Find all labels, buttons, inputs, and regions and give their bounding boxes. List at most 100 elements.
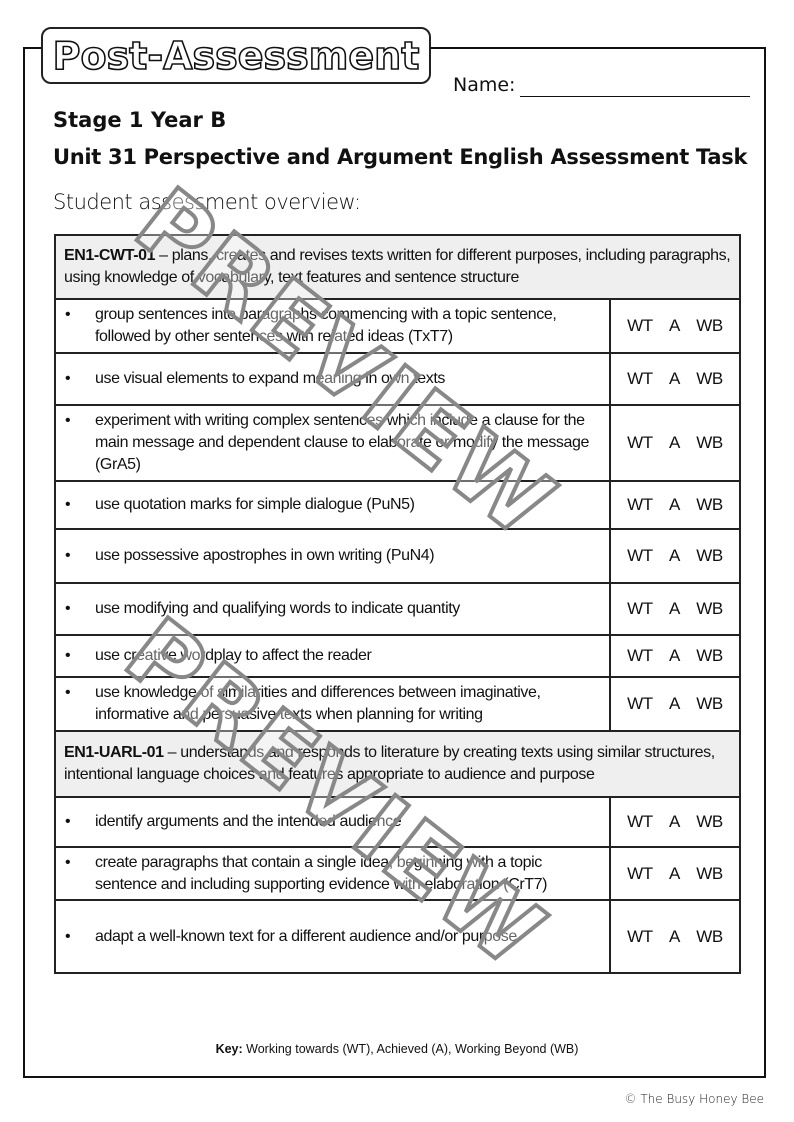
indicator-row: • create paragraphs that contain a single… (54, 846, 741, 901)
rating-wb[interactable]: WB (696, 694, 723, 713)
outcome-row: EN1-CWT-01 – plans, creates and revises … (54, 234, 741, 300)
indicator-cell: • create paragraphs that contain a single… (54, 846, 611, 901)
name-label: Name: (453, 74, 516, 96)
rating-wt[interactable]: WT (627, 495, 653, 514)
rating-wt[interactable]: WT (627, 812, 653, 831)
rating-cell: WT A WB (609, 528, 741, 584)
rating-a[interactable]: A (669, 812, 680, 831)
indicator-text: create paragraphs that contain a single … (95, 853, 548, 893)
bullet-icon: • (65, 547, 71, 564)
rating-wt[interactable]: WT (627, 694, 653, 713)
rating-cell: WT A WB (609, 899, 741, 974)
rating-wt[interactable]: WT (627, 546, 653, 565)
indicator-text: experiment with writing complex sentence… (95, 412, 590, 473)
indicator-cell: • group sentences into paragraphs commenc… (54, 298, 611, 354)
indicator-row: • use modifying and qualifying words to i… (54, 582, 741, 636)
rating-wb[interactable]: WB (696, 546, 723, 565)
indicator-row: • use possessive apostrophes in own writi… (54, 528, 741, 584)
indicator-row: • use visual elements to expand meaning i… (54, 352, 741, 406)
outcome-row: EN1-UARL-01 – understands and responds t… (54, 730, 741, 798)
key-text: Working towards (WT), Achieved (A), Work… (242, 1042, 579, 1056)
indicator-row: • use knowledge of similarities and diffe… (54, 676, 741, 732)
title-banner: Post-Assessment (41, 27, 431, 84)
rating-a[interactable]: A (669, 694, 680, 713)
rating-wt[interactable]: WT (627, 599, 653, 618)
rating-cell: WT A WB (609, 352, 741, 406)
indicator-cell: • adapt a well-known text for a different… (54, 899, 611, 974)
rating-wt[interactable]: WT (627, 369, 653, 388)
stage-heading: Stage 1 Year B (53, 108, 227, 132)
indicator-row: • adapt a well-known text for a different… (54, 899, 741, 974)
rating-cell: WT A WB (609, 582, 741, 636)
rating-a[interactable]: A (669, 646, 680, 665)
rating-wb[interactable]: WB (696, 316, 723, 335)
rating-a[interactable]: A (669, 316, 680, 335)
indicator-cell: • use knowledge of similarities and diffe… (54, 676, 611, 732)
page-title: Post-Assessment (52, 33, 420, 79)
rating-wb[interactable]: WB (696, 495, 723, 514)
indicator-cell: • identify arguments and the intended aud… (54, 796, 611, 848)
outcome-description: – understands and responds to literature… (64, 744, 715, 783)
rating-wt[interactable]: WT (627, 316, 653, 335)
rating-wt[interactable]: WT (627, 433, 653, 452)
rating-wb[interactable]: WB (696, 646, 723, 665)
rating-cell: WT A WB (609, 480, 741, 530)
indicator-cell: • use possessive apostrophes in own writi… (54, 528, 611, 584)
rating-a[interactable]: A (669, 599, 680, 618)
rating-a[interactable]: A (669, 369, 680, 388)
outcome-code: EN1-CWT-01 (64, 247, 156, 264)
rating-wt[interactable]: WT (627, 646, 653, 665)
bullet-icon: • (65, 412, 71, 429)
rating-a[interactable]: A (669, 546, 680, 565)
indicator-cell: • use visual elements to expand meaning i… (54, 352, 611, 406)
rating-wb[interactable]: WB (696, 812, 723, 831)
rating-cell: WT A WB (609, 676, 741, 732)
rating-a[interactable]: A (669, 863, 680, 883)
indicator-text: use creative wordplay to affect the read… (95, 647, 372, 664)
rating-wb[interactable]: WB (696, 926, 723, 946)
rating-cell: WT A WB (609, 298, 741, 354)
indicator-text: use knowledge of similarities and differ… (95, 684, 541, 723)
key-legend: Key: Working towards (WT), Achieved (A),… (0, 1042, 794, 1056)
name-field[interactable] (520, 96, 750, 97)
rating-cell: WT A WB (609, 404, 741, 482)
rating-cell: WT A WB (609, 634, 741, 678)
rating-wb[interactable]: WB (696, 369, 723, 388)
outcome-code: EN1-UARL-01 (64, 744, 164, 761)
indicator-row: • identify arguments and the intended aud… (54, 796, 741, 848)
indicator-cell: • use creative wordplay to affect the rea… (54, 634, 611, 678)
rating-cell: WT A WB (609, 796, 741, 848)
rating-wt[interactable]: WT (627, 863, 653, 883)
rating-wt[interactable]: WT (627, 926, 653, 946)
rating-a[interactable]: A (669, 433, 680, 452)
overview-label: Student assessment overview: (53, 190, 361, 214)
bullet-icon: • (65, 370, 71, 387)
indicator-row: • use quotation marks for simple dialogue… (54, 480, 741, 530)
unit-heading: Unit 31 Perspective and Argument English… (53, 145, 748, 169)
bullet-icon: • (65, 647, 71, 664)
assessment-table: EN1-CWT-01 – plans, creates and revises … (54, 234, 741, 974)
bullet-icon: • (65, 813, 71, 830)
outcome-cell: EN1-CWT-01 – plans, creates and revises … (54, 234, 741, 300)
rating-a[interactable]: A (669, 495, 680, 514)
bullet-icon: • (65, 600, 71, 617)
indicator-text: use possessive apostrophes in own writin… (95, 547, 435, 564)
indicator-text: use quotation marks for simple dialogue … (95, 496, 415, 513)
indicator-text: use visual elements to expand meaning in… (95, 370, 445, 387)
rating-wb[interactable]: WB (696, 433, 723, 452)
indicator-row: • experiment with writing complex sentenc… (54, 404, 741, 482)
key-label: Key: (215, 1042, 243, 1056)
rating-wb[interactable]: WB (696, 863, 723, 883)
indicator-text: use modifying and qualifying words to in… (95, 600, 460, 617)
indicator-row: • use creative wordplay to affect the rea… (54, 634, 741, 678)
outcome-description: – plans, creates and revises texts writt… (64, 247, 731, 286)
copyright: © The Busy Honey Bee (624, 1092, 764, 1106)
rating-a[interactable]: A (669, 926, 680, 946)
indicator-cell: • experiment with writing complex sentenc… (54, 404, 611, 482)
indicator-cell: • use quotation marks for simple dialogue… (54, 480, 611, 530)
rating-wb[interactable]: WB (696, 599, 723, 618)
bullet-icon: • (65, 496, 71, 513)
bullet-icon: • (65, 684, 71, 701)
indicator-text: adapt a well-known text for a different … (95, 927, 517, 945)
